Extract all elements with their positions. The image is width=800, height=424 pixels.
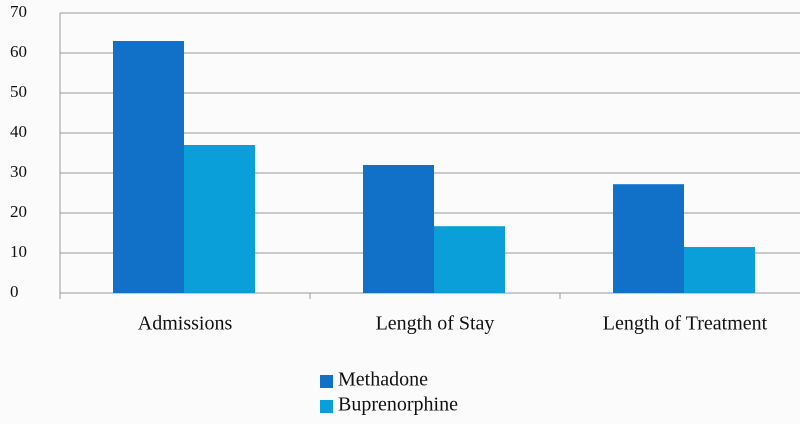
legend-swatch [320, 400, 333, 413]
bar [684, 247, 755, 293]
y-tick-label: 40 [10, 122, 27, 141]
bar [184, 145, 255, 293]
bar [113, 41, 184, 293]
x-tick-label: Length of Treatment [603, 313, 768, 335]
bar [613, 184, 684, 293]
y-tick-label: 50 [10, 82, 27, 101]
y-tick-label: 20 [10, 202, 27, 221]
y-tick-label: 10 [10, 242, 27, 261]
y-tick-label: 30 [10, 162, 27, 181]
x-tick-label: Admissions [138, 313, 233, 335]
y-tick-label: 60 [10, 42, 27, 61]
bar [434, 226, 505, 293]
y-tick-label: 70 [10, 2, 27, 21]
legend-label: Methadone [338, 369, 428, 391]
y-tick-label: 0 [10, 282, 19, 301]
legend-label: Buprenorphine [338, 394, 458, 416]
x-tick-label: Length of Stay [376, 313, 495, 335]
bar [363, 165, 434, 293]
legend-swatch [320, 375, 333, 388]
